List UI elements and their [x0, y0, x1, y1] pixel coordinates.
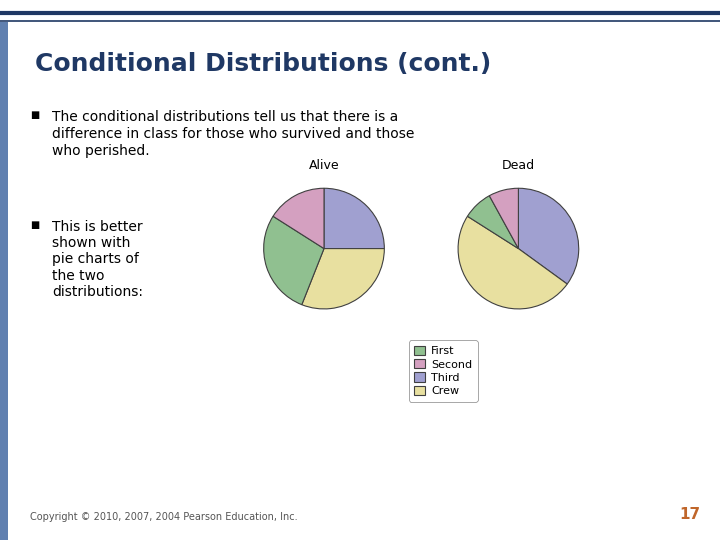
Text: ■: ■ — [30, 110, 40, 120]
Wedge shape — [264, 216, 324, 305]
Legend: First, Second, Third, Crew: First, Second, Third, Crew — [409, 340, 477, 402]
Text: The conditional distributions tell us that there is a: The conditional distributions tell us th… — [52, 110, 398, 124]
Text: Conditional Distributions (cont.): Conditional Distributions (cont.) — [35, 52, 491, 76]
Wedge shape — [324, 188, 384, 248]
Title: Dead: Dead — [502, 159, 535, 172]
Text: 17: 17 — [679, 507, 700, 522]
Text: who perished.: who perished. — [52, 144, 150, 158]
Title: Alive: Alive — [309, 159, 339, 172]
Text: Copyright © 2010, 2007, 2004 Pearson Education, Inc.: Copyright © 2010, 2007, 2004 Pearson Edu… — [30, 512, 297, 522]
Wedge shape — [467, 195, 518, 248]
Text: This is better
shown with
pie charts of
the two
distributions:: This is better shown with pie charts of … — [52, 220, 143, 299]
Wedge shape — [518, 188, 579, 284]
Text: ■: ■ — [30, 220, 40, 230]
FancyBboxPatch shape — [0, 22, 8, 540]
Wedge shape — [490, 188, 518, 248]
Wedge shape — [458, 216, 567, 309]
Wedge shape — [273, 188, 324, 248]
Wedge shape — [302, 248, 384, 309]
Text: difference in class for those who survived and those: difference in class for those who surviv… — [52, 127, 415, 141]
